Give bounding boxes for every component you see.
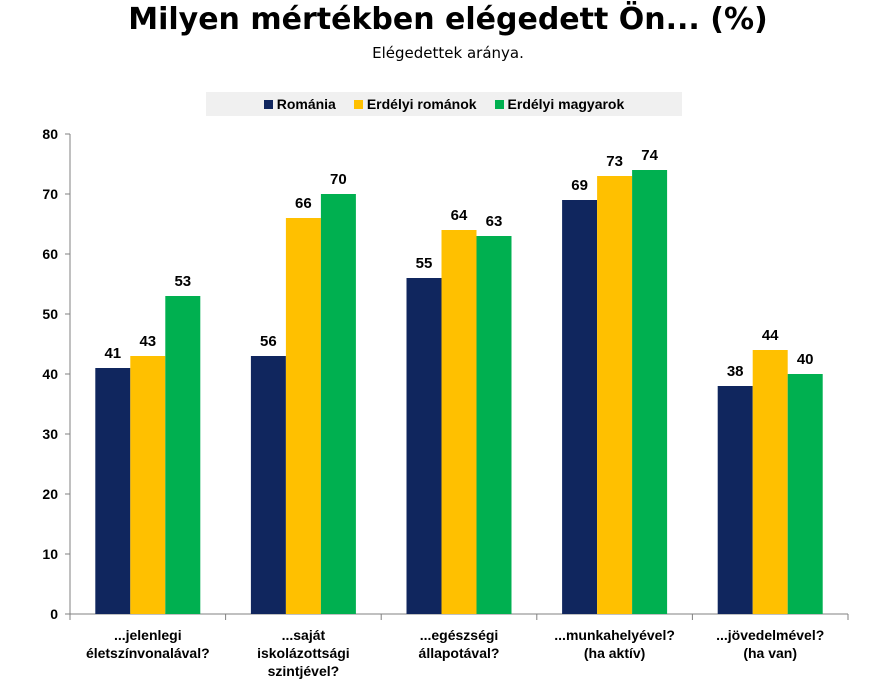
bar <box>285 218 321 614</box>
x-category-label-line: szintjével? <box>268 663 340 679</box>
x-category-label-line: ...egészségi <box>420 627 499 643</box>
x-category-label-line: életszínvonalával? <box>86 645 210 661</box>
bar <box>130 356 166 614</box>
x-category-label: ...munkahelyével? (ha aktív) <box>554 627 675 661</box>
y-tick-label: 70 <box>42 186 58 202</box>
bar-value-label: 53 <box>174 273 191 290</box>
legend-swatch-erdelyi-romanok <box>353 99 363 109</box>
chart-title: Milyen mértékben elégedett Ön... (%) <box>128 2 768 37</box>
y-tick-label: 40 <box>42 366 58 382</box>
bar-value-label: 38 <box>727 363 744 380</box>
x-category-label: ...egészségi állapotával? <box>419 627 500 661</box>
x-category-label: ...jövedelmével? (ha van) <box>716 627 824 661</box>
bar-value-label: 40 <box>797 351 814 368</box>
bar-value-label: 69 <box>571 177 588 194</box>
x-category-label-line: ...jelenlegi <box>114 627 182 643</box>
legend-item-romania: Románia <box>263 96 336 112</box>
legend-label-romania: Románia <box>276 96 336 112</box>
y-tick-label: 10 <box>42 546 58 562</box>
x-category-label: ...jelenlegi életszínvonalával? <box>86 627 210 661</box>
x-category-label-line: ...saját <box>282 627 326 643</box>
bar <box>632 170 668 614</box>
bar-value-label: 66 <box>295 195 312 212</box>
chart-subtitle: Elégedettek aránya. <box>372 44 524 62</box>
bar <box>406 278 442 614</box>
bar-value-label: 74 <box>641 147 658 164</box>
x-category-label-line: ...munkahelyével? <box>554 627 675 643</box>
x-category-label-line: ...jövedelmével? <box>716 627 824 643</box>
legend-item-erdelyi-romanok: Erdélyi románok <box>353 96 477 112</box>
y-tick-label: 20 <box>42 486 58 502</box>
y-tick-label: 50 <box>42 306 58 322</box>
bar <box>476 236 512 614</box>
bar <box>597 176 633 614</box>
y-tick-label: 30 <box>42 426 58 442</box>
x-category-label: ...saját iskolázottsági szintjével? <box>257 627 350 679</box>
bar <box>165 296 201 614</box>
bar-value-label: 64 <box>451 207 468 224</box>
chart-legend: Románia Erdélyi románok Erdélyi magyarok <box>206 92 682 116</box>
legend-label-erdelyi-romanok: Erdélyi románok <box>366 96 477 112</box>
bar-value-label: 43 <box>139 333 156 350</box>
bar-value-label: 56 <box>260 333 277 350</box>
x-category-label-line: állapotával? <box>419 645 500 661</box>
bar <box>320 194 356 614</box>
y-tick-label: 60 <box>42 246 58 262</box>
bar <box>752 350 788 614</box>
bar-value-label: 55 <box>416 255 433 272</box>
bar-value-label: 63 <box>486 213 503 230</box>
y-tick-label: 0 <box>50 606 58 622</box>
bar <box>717 386 753 614</box>
bar-value-label: 41 <box>104 345 121 362</box>
bar <box>787 374 823 614</box>
x-category-label-line: (ha van) <box>743 645 797 661</box>
bar <box>562 200 598 614</box>
y-tick-label: 80 <box>42 126 58 142</box>
bar <box>250 356 286 614</box>
bar-value-label: 73 <box>606 153 623 170</box>
x-category-label-line: iskolázottsági <box>257 645 350 661</box>
legend-label-erdelyi-magyarok: Erdélyi magyarok <box>507 96 625 112</box>
legend-item-erdelyi-magyarok: Erdélyi magyarok <box>494 96 625 112</box>
bar <box>441 230 477 614</box>
x-category-label-line: (ha aktív) <box>584 645 645 661</box>
legend-swatch-erdelyi-magyarok <box>494 99 504 109</box>
bar <box>95 368 131 614</box>
legend-swatch-romania <box>263 99 273 109</box>
bar-value-label: 44 <box>762 327 779 344</box>
bar-value-label: 70 <box>330 171 347 188</box>
